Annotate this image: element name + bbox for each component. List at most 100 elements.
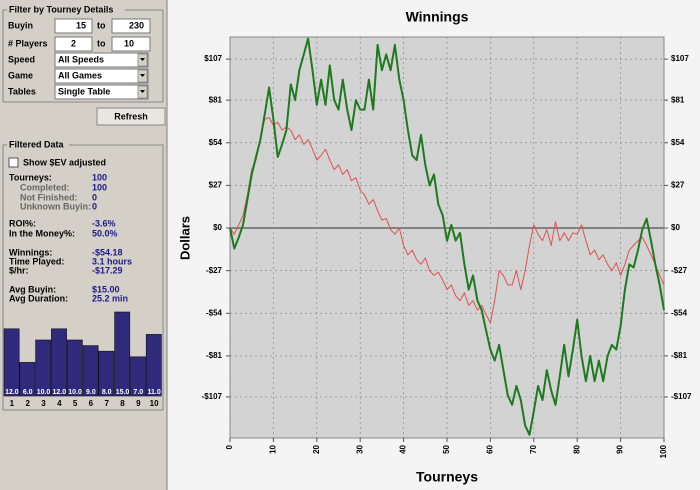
input-value: 15	[76, 20, 86, 30]
input-value: 2	[71, 38, 76, 48]
x-tick-label: 90	[616, 444, 625, 453]
histogram: 12.0 1 6.0 2 10.0 3 12.0 4 10.0 5 9.0 6 8.0 7 15.0 8 7.0…	[3, 311, 162, 408]
stat-value: $15.00	[92, 284, 120, 294]
y-tick-label: -$81	[206, 351, 223, 360]
bar	[66, 339, 83, 397]
x-tick-label: 5	[73, 399, 78, 408]
y-tick-label: $81	[209, 95, 223, 104]
stat-label: Unknown Buyin:	[20, 201, 91, 211]
bar-label: 9.0	[86, 389, 96, 396]
filtered-box	[2, 144, 164, 411]
bar	[98, 350, 115, 397]
input[interactable]	[111, 18, 151, 34]
select-arrow	[140, 74, 145, 77]
y-tick-label: $27	[671, 181, 685, 190]
bar-label: 7.0	[133, 389, 143, 396]
stat-value: 50.0%	[92, 228, 118, 238]
bar-label: 15.0	[116, 389, 130, 396]
legend-bg	[7, 139, 69, 150]
y-tick-label: $0	[671, 223, 680, 232]
refresh-button[interactable]	[96, 107, 166, 126]
y-tick-label: $81	[671, 95, 685, 104]
bar-label: 12.0	[52, 389, 66, 396]
label: to	[97, 20, 106, 30]
x-tick-label: 10	[150, 399, 159, 408]
y-axis-label: Dollars	[177, 216, 192, 260]
input[interactable]	[54, 36, 93, 52]
checkbox[interactable]	[8, 157, 19, 168]
bar	[19, 362, 36, 397]
input-value: 10	[124, 38, 134, 48]
stat-label: Not Finished:	[20, 192, 78, 202]
select[interactable]	[54, 52, 149, 68]
stat-label: Tourneys:	[9, 172, 52, 182]
stat-label: Completed:	[20, 182, 70, 192]
y-tick-label: $0	[213, 223, 222, 232]
bar-label: 6.0	[23, 389, 33, 396]
filtered-title: Filtered Data	[9, 139, 65, 149]
x-tick-label: 8	[120, 399, 125, 408]
y-tick-label: -$54	[671, 308, 688, 317]
stat-label: ROI%:	[9, 218, 36, 228]
x-axis-label: Tourneys	[416, 469, 478, 485]
series-line	[229, 117, 665, 324]
select-value: All Games	[58, 70, 102, 80]
x-tick-label: 10	[269, 444, 278, 453]
x-tick-label: 4	[57, 399, 62, 408]
label: Tables	[8, 86, 36, 96]
bar-label: 12.0	[5, 389, 19, 396]
chart: -$107 -$107 -$81 -$81 -$54 -$54 -$27 -$27 $0 $0 $2…	[202, 37, 692, 458]
x-tick-label: 2	[25, 399, 30, 408]
x-tick-label: 50	[442, 444, 451, 453]
label: Buyin	[8, 20, 33, 30]
bar-label: 11.0	[147, 389, 160, 396]
x-tick-label: 3	[41, 399, 46, 408]
input-value: 230	[129, 20, 144, 30]
bar-label: 8.0	[102, 389, 112, 396]
stat-value: 0	[92, 201, 97, 211]
checkbox-label: Show $EV adjusted	[23, 157, 106, 167]
label: # Players	[8, 38, 48, 48]
bar	[51, 328, 67, 397]
y-tick-label: -$54	[206, 308, 223, 317]
stats: Tourneys: 100 Completed: 100 Not Finished: 0U…	[9, 172, 132, 303]
label: Game	[8, 70, 33, 80]
stat-label: $/hr:	[9, 265, 29, 275]
y-tick-label: $107	[671, 54, 689, 63]
y-tick-label: $54	[209, 138, 223, 147]
y-tick-label: -$107	[671, 392, 692, 401]
stat-value: 100	[92, 172, 107, 182]
stat-value: -3.6%	[92, 218, 116, 228]
y-tick-label: -$81	[671, 351, 688, 360]
stat-label: Time Played:	[9, 256, 64, 266]
x-tick-label: 20	[312, 444, 321, 453]
x-tick-label: 30	[355, 444, 364, 453]
y-tick-label: $54	[671, 138, 685, 147]
x-tick-label: 7	[104, 399, 109, 408]
x-tick-label: 0	[225, 444, 234, 449]
x-tick-label: 6	[89, 399, 94, 408]
input[interactable]	[111, 36, 151, 52]
y-tick-label: -$107	[202, 392, 223, 401]
chart-title: Winnings	[406, 9, 469, 25]
select-arrow	[140, 90, 145, 93]
select-value: Single Table	[58, 86, 110, 96]
select-value: All Speeds	[58, 54, 104, 64]
bar	[3, 328, 20, 397]
bar	[82, 345, 99, 397]
stat-label: Avg Duration:	[9, 293, 68, 303]
bar	[130, 356, 146, 397]
stat-label: Avg Buyin:	[9, 284, 56, 294]
stat-label: Winnings:	[9, 247, 52, 257]
y-tick-label: $107	[204, 54, 222, 63]
input[interactable]	[54, 18, 93, 34]
select[interactable]	[54, 68, 149, 84]
selects: Speed All Speeds Game All Games Tables Single…	[8, 52, 149, 100]
x-tick-label: 9	[136, 399, 141, 408]
stat-value: 0	[92, 192, 97, 202]
x-tick-label: 100	[659, 444, 668, 458]
y-tick-label: -$27	[206, 266, 223, 275]
filter-title: Filter by Tourney Details	[9, 4, 113, 14]
select[interactable]	[54, 84, 149, 100]
y-tick-label: $27	[209, 181, 223, 190]
